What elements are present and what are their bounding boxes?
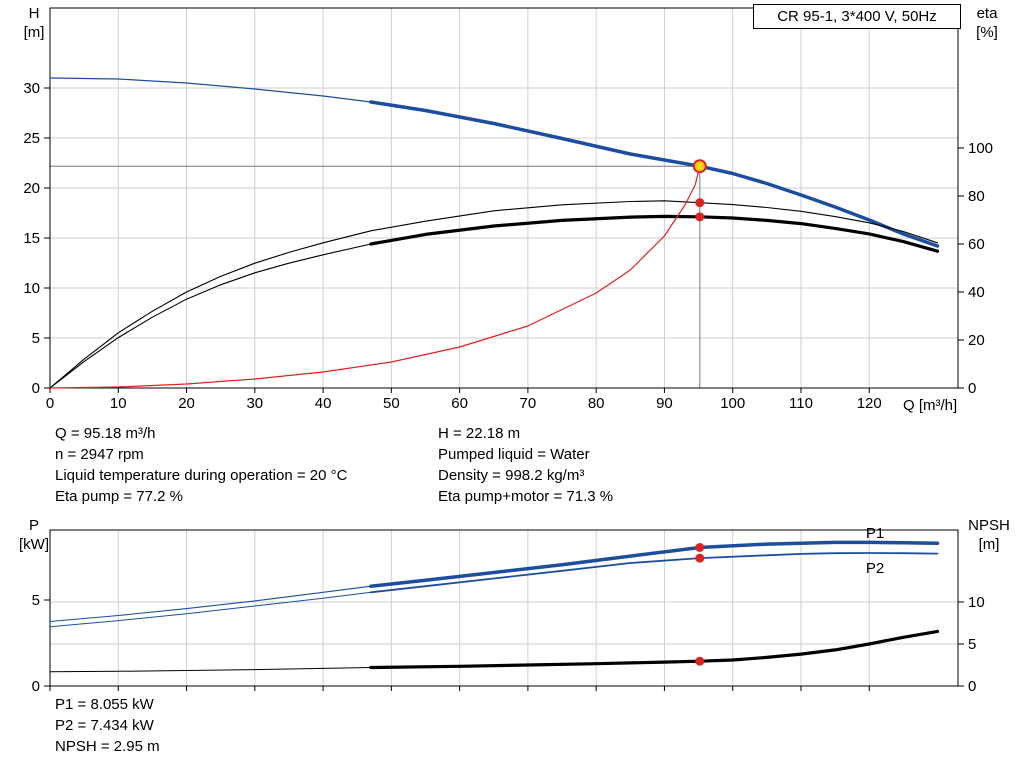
tick-label: 40 — [315, 395, 332, 412]
qh-eta-chart: 0 10 20 30 40 50 60 70 80 90 100 110 120 0 5 10 15 20 25 30… — [23, 7, 993, 412]
tick-label: 20 — [968, 332, 985, 349]
duty-info-left-column: Q = 95.18 m³/h n = 2947 rpm Liquid tempera… — [55, 423, 438, 507]
info-line: Liquid temperature during operation = 20… — [55, 467, 348, 484]
tick-label: 120 — [857, 395, 882, 412]
pump-title: CR 95-1, 3*400 V, 50Hz — [777, 8, 937, 25]
p1-point — [695, 542, 705, 552]
npsh-axis-label-symbol: NPSH — [968, 517, 1010, 534]
p2-point — [695, 553, 705, 563]
eta-pump-curve — [49, 200, 939, 389]
tick-label: 5 — [32, 330, 40, 347]
qh-curve — [369, 100, 940, 248]
npsh-axis-label: NPSH [m] — [960, 516, 1018, 554]
power-info-block: P1 = 8.055 kW P2 = 7.434 kW NPSH = 2.95 m — [55, 694, 160, 757]
tick-label: 30 — [23, 80, 40, 97]
tick-label: 0 — [32, 380, 40, 397]
series-label-p2: P2 — [866, 560, 884, 577]
tick-label: 60 — [968, 236, 985, 253]
eta-pump-motor-curve — [369, 214, 940, 253]
tick-label: 20 — [178, 395, 195, 412]
npsh-axis-label-unit: [m] — [978, 536, 1000, 553]
tick-label: 0 — [968, 678, 976, 695]
h-axis-label: H [m] — [14, 4, 54, 42]
plot-frame — [49, 529, 959, 687]
eta-axis-label: eta [%] — [964, 4, 1010, 42]
eta-axis-label-symbol: eta — [976, 5, 998, 22]
p1-curve-thin — [49, 585, 372, 623]
p2-curve-thin — [49, 591, 372, 628]
info-line: H = 22.18 m — [438, 425, 521, 442]
tick-label: 10 — [110, 395, 127, 412]
p-axis-label-symbol: P — [28, 517, 39, 534]
tick-label: 80 — [588, 395, 605, 412]
info-line: Eta pump = 77.2 % — [55, 488, 183, 505]
duty-info-block: Q = 95.18 m³/h n = 2947 rpm Liquid tempera… — [55, 423, 613, 507]
duty-info-right-column: H = 22.18 m Pumped liquid = Water Density … — [438, 423, 613, 507]
npsh-curve-thin — [49, 667, 372, 673]
p-axis-label-unit: [kW] — [19, 536, 49, 553]
q-axis-label: Q [m³/h] — [903, 397, 958, 414]
pump-title-box: CR 95-1, 3*400 V, 50Hz — [753, 4, 961, 29]
info-line: Eta pump+motor = 71.3 % — [438, 488, 614, 505]
tick-label: 60 — [451, 395, 468, 412]
operating-curve — [49, 165, 701, 389]
tick-label: 100 — [720, 395, 745, 412]
tick-label: 90 — [656, 395, 673, 412]
tick-label: 0 — [46, 395, 54, 412]
tick-label: 100 — [968, 140, 993, 157]
h-axis-label-symbol: H — [28, 5, 40, 22]
tick-label: 70 — [520, 395, 537, 412]
eta-pump-motor-point — [695, 212, 705, 222]
p-axis-label: P [kW] — [14, 516, 54, 554]
info-line: Q = 95.18 m³/h — [55, 425, 156, 442]
tick-label: 20 — [23, 180, 40, 197]
tick-label: 5 — [32, 592, 40, 609]
tick-label: 25 — [23, 130, 40, 147]
tick-label: 40 — [968, 284, 985, 301]
info-line: Density = 998.2 kg/m³ — [438, 467, 585, 484]
info-line: P1 = 8.055 kW — [55, 696, 154, 713]
tick-label: 0 — [32, 678, 40, 695]
npsh-point — [695, 656, 705, 666]
info-line: NPSH = 2.95 m — [55, 738, 160, 755]
duty-point[interactable] — [692, 159, 707, 174]
tick-label: 80 — [968, 188, 985, 205]
p2-curve — [369, 552, 939, 594]
tick-label: 10 — [23, 280, 40, 297]
qh-curve-thin — [49, 77, 372, 103]
tick-label: 15 — [23, 230, 40, 247]
npsh-curve — [369, 629, 940, 670]
tick-label: 110 — [789, 395, 813, 412]
info-line: P2 = 7.434 kW — [55, 717, 154, 734]
plot-frame — [49, 7, 959, 389]
tick-label: 5 — [968, 636, 976, 653]
eta-pump-point — [695, 198, 705, 208]
info-line: Pumped liquid = Water — [438, 446, 590, 463]
h-axis-label-unit: [m] — [23, 24, 45, 41]
tick-label: 50 — [383, 395, 400, 412]
info-line: n = 2947 rpm — [55, 446, 144, 463]
tick-label: 30 — [246, 395, 263, 412]
eta-pump-motor-curve-thin — [49, 243, 372, 389]
tick-label: 0 — [968, 380, 976, 397]
power-npsh-chart: 0 5 0 5 10 P1 P2 — [32, 525, 985, 695]
tick-label: 10 — [968, 594, 985, 611]
p1-curve — [369, 540, 940, 588]
eta-axis-label-unit: [%] — [976, 24, 998, 41]
series-label-p1: P1 — [866, 525, 884, 542]
